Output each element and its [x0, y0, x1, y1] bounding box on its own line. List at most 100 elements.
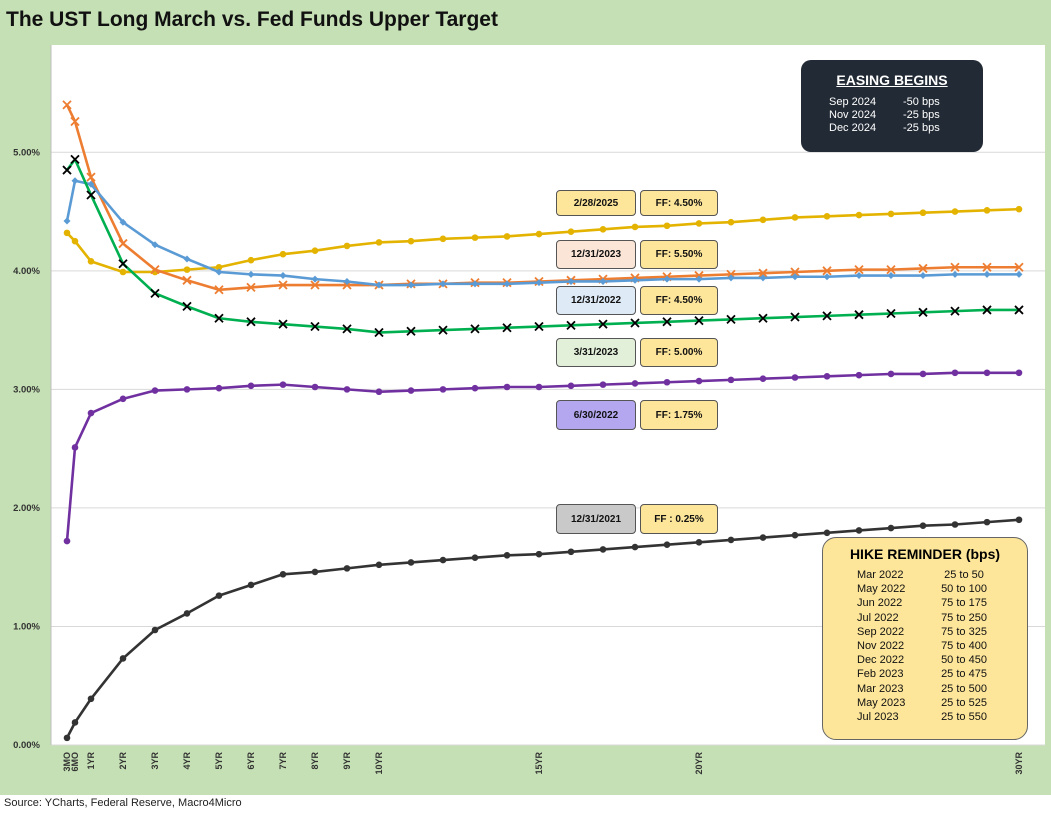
data-point: [983, 518, 991, 526]
data-point: [407, 387, 415, 394]
data-point: [567, 382, 575, 390]
data-point: [150, 264, 160, 275]
data-point: [439, 556, 447, 564]
data-point: [855, 211, 863, 219]
data-point: [1014, 262, 1024, 272]
y-tick-label: 4.00%: [13, 266, 40, 277]
data-point: [375, 388, 383, 396]
data-point: [246, 317, 256, 327]
data-point: [471, 384, 479, 392]
data-point: [1015, 205, 1023, 213]
data-point: [855, 272, 863, 280]
hike-reminder-box: HIKE REMINDER (bps) Mar 2022 25 to 50 May…: [822, 537, 1028, 740]
data-point: [311, 247, 319, 254]
data-point: [1015, 369, 1023, 377]
data-point: [63, 537, 71, 545]
data-point: [631, 543, 639, 551]
data-point: [183, 610, 191, 617]
data-point: [663, 275, 671, 283]
y-tick-label: 2.00%: [13, 503, 40, 514]
hike-row: May 2023 25 to 525: [857, 696, 987, 709]
data-point: [503, 233, 511, 240]
label-ff-2023: FF: 5.50%: [640, 240, 718, 269]
data-point: [791, 214, 799, 221]
data-point: [791, 531, 799, 539]
data-point: [663, 222, 671, 230]
data-point: [71, 237, 79, 245]
easing-begins-box: EASING BEGINS Sep 2024 -50 bps Nov 2024 -2…: [801, 60, 983, 152]
data-point: [215, 384, 223, 392]
easing-heading: EASING BEGINS: [836, 72, 948, 88]
data-point: [279, 272, 287, 280]
easing-row: Sep 2024 -50 bps: [829, 96, 940, 108]
data-point: [214, 285, 224, 295]
x-tick-label: 6YR: [246, 752, 256, 770]
data-point: [982, 305, 992, 315]
data-point: [87, 695, 95, 703]
series-line-3: [65, 158, 1019, 334]
data-point: [118, 238, 128, 249]
data-point: [663, 378, 671, 386]
data-point: [631, 380, 639, 387]
hike-row: Dec 2022 50 to 450: [857, 654, 987, 667]
data-point: [535, 279, 543, 287]
data-point: [246, 282, 256, 293]
data-point: [1015, 270, 1023, 278]
data-point: [63, 229, 71, 237]
data-point: [886, 308, 896, 319]
data-point: [790, 267, 800, 277]
data-point: [87, 409, 95, 417]
data-point: [310, 280, 320, 290]
data-point: [215, 268, 223, 276]
data-point: [247, 382, 255, 390]
data-point: [918, 307, 928, 317]
data-point: [503, 383, 511, 391]
data-point: [63, 217, 71, 225]
data-point: [182, 301, 192, 312]
data-point: [278, 280, 288, 290]
data-point: [311, 568, 319, 576]
data-point: [215, 592, 223, 599]
data-point: [887, 210, 895, 218]
data-point: [663, 541, 671, 548]
data-point: [823, 529, 831, 537]
data-point: [406, 326, 416, 336]
label-ff-2021: FF : 0.25%: [640, 504, 718, 534]
data-point: [503, 552, 511, 559]
data-point: [343, 277, 351, 285]
data-point: [183, 255, 191, 263]
easing-row: Dec 2024 -25 bps: [829, 122, 940, 134]
data-point: [695, 275, 703, 283]
data-point: [599, 226, 607, 233]
data-point: [855, 371, 863, 379]
data-point: [631, 276, 639, 284]
series-line-5: [65, 518, 1020, 739]
data-point: [343, 565, 351, 572]
data-point: [311, 383, 319, 391]
data-point: [182, 275, 192, 285]
data-point: [822, 266, 832, 276]
data-point: [823, 212, 831, 220]
data-point: [727, 274, 735, 282]
label-date-2023: 12/31/2023: [556, 240, 636, 269]
data-point: [919, 370, 927, 378]
data-point: [439, 235, 447, 243]
series-line-4: [65, 371, 1019, 542]
data-point: [71, 444, 79, 451]
hike-row: Jul 2023 25 to 550: [857, 711, 987, 724]
label-date-2025: 2/28/2025: [556, 190, 636, 216]
data-point: [823, 373, 831, 380]
data-point: [375, 281, 383, 289]
data-point: [151, 626, 159, 634]
hike-row: Mar 2023 25 to 500: [857, 682, 987, 695]
x-tick-label: 9YR: [342, 752, 352, 770]
data-point: [279, 381, 287, 388]
data-point: [278, 319, 288, 329]
data-point: [662, 317, 672, 327]
data-point: [919, 209, 927, 217]
x-tick-label: 4YR: [182, 752, 192, 770]
data-point: [567, 228, 575, 235]
data-point: [343, 386, 351, 393]
data-point: [599, 546, 607, 553]
data-point: [727, 536, 735, 544]
